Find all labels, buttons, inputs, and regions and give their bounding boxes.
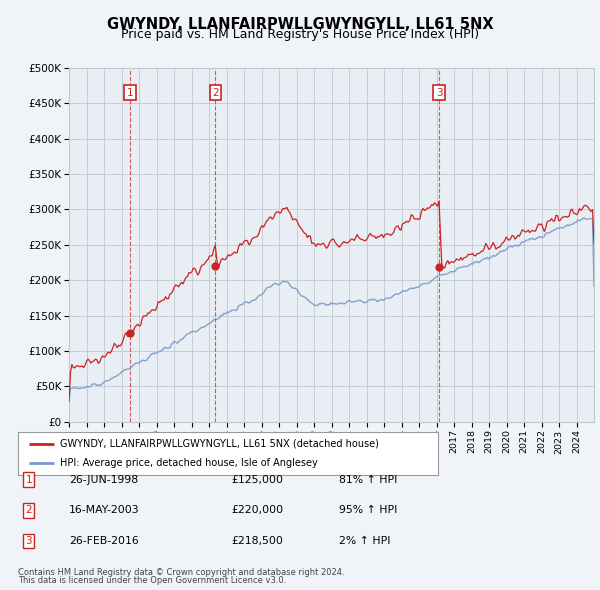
Text: 16-MAY-2003: 16-MAY-2003 (69, 506, 140, 515)
Text: 3: 3 (436, 88, 442, 97)
Text: 3: 3 (25, 536, 32, 546)
Text: 2: 2 (212, 88, 219, 97)
Text: 26-FEB-2016: 26-FEB-2016 (69, 536, 139, 546)
Text: £220,000: £220,000 (231, 506, 283, 515)
Text: This data is licensed under the Open Government Licence v3.0.: This data is licensed under the Open Gov… (18, 576, 286, 585)
Text: GWYNDY, LLANFAIRPWLLGWYNGYLL, LL61 5NX (detached house): GWYNDY, LLANFAIRPWLLGWYNGYLL, LL61 5NX (… (60, 439, 379, 449)
Text: 95% ↑ HPI: 95% ↑ HPI (339, 506, 397, 515)
Text: 2: 2 (25, 506, 32, 515)
Text: Price paid vs. HM Land Registry's House Price Index (HPI): Price paid vs. HM Land Registry's House … (121, 28, 479, 41)
Text: 1: 1 (127, 88, 133, 97)
Text: 81% ↑ HPI: 81% ↑ HPI (339, 475, 397, 484)
Text: HPI: Average price, detached house, Isle of Anglesey: HPI: Average price, detached house, Isle… (60, 458, 318, 468)
Text: 1: 1 (25, 475, 32, 484)
Text: GWYNDY, LLANFAIRPWLLGWYNGYLL, LL61 5NX: GWYNDY, LLANFAIRPWLLGWYNGYLL, LL61 5NX (107, 17, 493, 31)
Text: £218,500: £218,500 (231, 536, 283, 546)
Text: 26-JUN-1998: 26-JUN-1998 (69, 475, 138, 484)
Text: £125,000: £125,000 (231, 475, 283, 484)
Text: Contains HM Land Registry data © Crown copyright and database right 2024.: Contains HM Land Registry data © Crown c… (18, 568, 344, 577)
Text: 2% ↑ HPI: 2% ↑ HPI (339, 536, 391, 546)
